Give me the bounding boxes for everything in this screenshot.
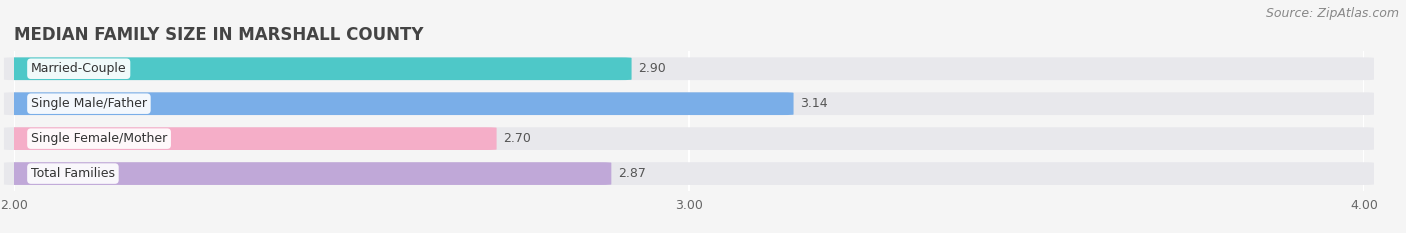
FancyBboxPatch shape [4,57,631,80]
Text: Single Male/Father: Single Male/Father [31,97,148,110]
FancyBboxPatch shape [4,57,1374,80]
FancyBboxPatch shape [4,92,793,115]
Text: MEDIAN FAMILY SIZE IN MARSHALL COUNTY: MEDIAN FAMILY SIZE IN MARSHALL COUNTY [14,26,423,44]
Text: Total Families: Total Families [31,167,115,180]
Text: Source: ZipAtlas.com: Source: ZipAtlas.com [1265,7,1399,20]
Text: 2.70: 2.70 [503,132,531,145]
FancyBboxPatch shape [4,127,496,150]
Text: Married-Couple: Married-Couple [31,62,127,75]
Text: Single Female/Mother: Single Female/Mother [31,132,167,145]
FancyBboxPatch shape [4,162,612,185]
FancyBboxPatch shape [4,127,1374,150]
Text: 2.87: 2.87 [619,167,645,180]
FancyBboxPatch shape [4,92,1374,115]
Text: 3.14: 3.14 [800,97,828,110]
Text: 2.90: 2.90 [638,62,666,75]
FancyBboxPatch shape [4,162,1374,185]
